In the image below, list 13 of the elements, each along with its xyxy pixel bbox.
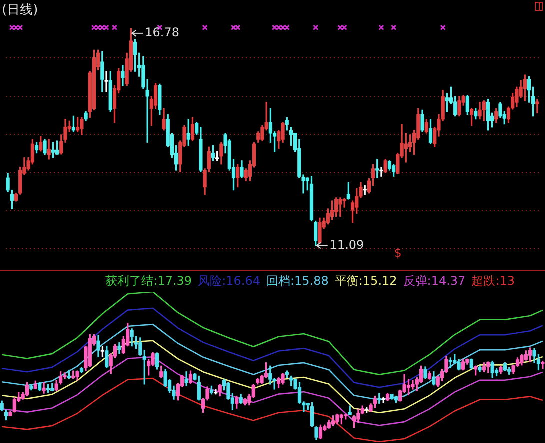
text: 风险:16.64 xyxy=(198,274,260,288)
candlestick xyxy=(380,167,384,177)
text: 超跌:13 xyxy=(472,274,515,288)
candlestick xyxy=(536,99,540,114)
annotation: $ xyxy=(394,246,402,260)
text: 反弹:14.37 xyxy=(403,274,466,288)
candlestick xyxy=(104,71,108,92)
chart-title: (日线) xyxy=(2,2,38,19)
series-label: 获利了结:17.39 xyxy=(106,274,192,288)
text: 回档:15.88 xyxy=(266,274,329,288)
annotation: 16.78 xyxy=(145,26,180,40)
annotation: 11.09 xyxy=(330,238,364,252)
text: 平衡:15.12 xyxy=(334,274,398,288)
